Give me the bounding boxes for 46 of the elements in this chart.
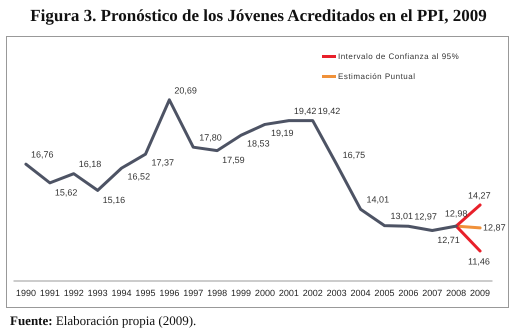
- x-tick-label: 1992: [64, 288, 84, 298]
- x-tick-label: 1991: [40, 288, 60, 298]
- data-label: 12,87: [483, 222, 506, 232]
- x-tick-label: 1996: [159, 288, 180, 298]
- data-label: 17,59: [222, 155, 245, 166]
- x-tick-label: 2001: [278, 288, 299, 298]
- legend-label: Estimación Puntual: [338, 72, 416, 81]
- x-tick-label: 1994: [112, 288, 132, 298]
- data-label: 19,19: [270, 128, 294, 138]
- data-label: 12,98: [444, 208, 468, 219]
- legend-label: Intervalo de Confianza al 95%: [338, 52, 460, 61]
- data-label: 11,46: [468, 256, 490, 266]
- data-label: 12,97: [414, 212, 437, 222]
- x-tick-label: 2004: [350, 288, 371, 298]
- data-label: 19,42: [294, 106, 316, 116]
- data-label: 14,27: [468, 190, 491, 200]
- data-label: 19,42: [318, 106, 340, 116]
- x-tick-label: 1995: [135, 288, 156, 298]
- data-label: 16,52: [128, 172, 150, 182]
- data-label: 17,80: [199, 132, 222, 143]
- source-note: Fuente: Elaboración propia (2009).: [10, 313, 196, 329]
- x-tick-label: 2002: [302, 288, 323, 298]
- x-tick-label: 2000: [254, 288, 275, 298]
- data-label: 15,62: [54, 187, 78, 198]
- chart-title: Figura 3. Pronóstico de los Jóvenes Acreditados en el PPI, 2009: [29, 6, 488, 26]
- x-tick-label: 2008: [446, 288, 466, 298]
- data-label: 16,76: [30, 150, 54, 160]
- data-label: 15,16: [102, 194, 126, 205]
- data-label: 16,18: [78, 159, 102, 170]
- x-tick-label: 2009: [470, 288, 490, 298]
- data-label: 16,75: [342, 150, 366, 160]
- x-tick-label: 2007: [422, 288, 442, 298]
- data-label: 13,01: [390, 211, 413, 222]
- x-tick-label: 1999: [231, 288, 252, 298]
- data-label: 18,53: [247, 138, 270, 149]
- x-tick-label: 2005: [374, 288, 394, 298]
- x-tick-label: 1997: [183, 288, 204, 298]
- x-tick-label: 2006: [398, 288, 418, 298]
- x-tick-label: 2003: [326, 288, 347, 298]
- x-tick-label: 1993: [88, 288, 108, 298]
- data-label: 20,69: [174, 85, 197, 96]
- data-label: 14,01: [366, 194, 390, 205]
- x-tick-label: 1990: [16, 288, 36, 298]
- data-label: 17,37: [151, 158, 174, 168]
- x-tick-label: 1998: [207, 288, 228, 298]
- data-label: 12,71: [437, 234, 460, 245]
